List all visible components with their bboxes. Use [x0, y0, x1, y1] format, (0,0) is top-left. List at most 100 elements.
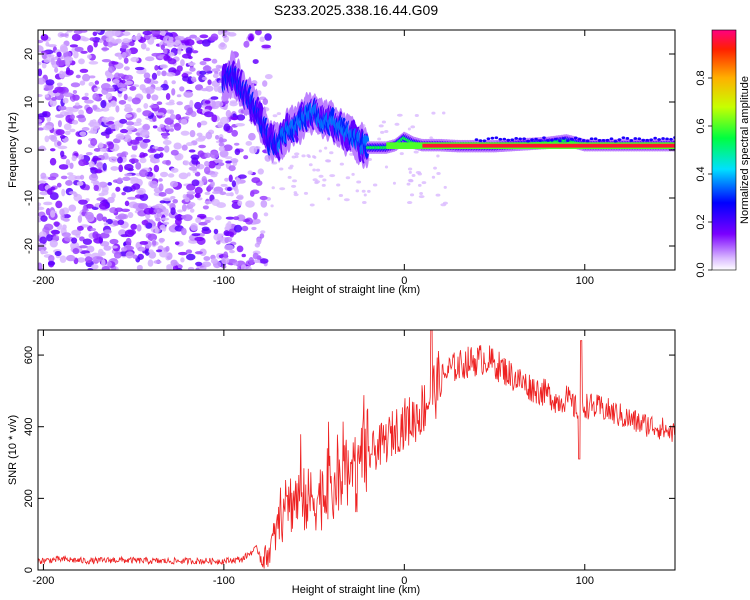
noise-blob — [186, 253, 196, 261]
colorbar-tick-label: 0.8 — [695, 70, 707, 85]
noise-blob — [276, 112, 282, 116]
noise-blob — [61, 232, 72, 238]
noise-blob — [212, 73, 219, 79]
noise-blob — [126, 125, 136, 131]
noise-blob — [120, 208, 131, 212]
noise-blob — [59, 134, 66, 139]
noise-blob — [227, 258, 238, 263]
noise-blob — [90, 228, 97, 232]
noise-blob — [92, 31, 98, 37]
noise-blob — [191, 179, 200, 187]
noise-blob — [367, 189, 371, 193]
noise-blob — [203, 256, 211, 262]
noise-blob — [180, 227, 187, 236]
noise-blob — [256, 237, 262, 245]
noise-blob — [65, 60, 71, 67]
noise-blob — [301, 154, 306, 158]
noise-blob — [248, 257, 254, 265]
noise-blob — [321, 183, 326, 187]
noise-blob — [119, 118, 128, 124]
noise-blob — [188, 201, 196, 208]
noise-blob — [103, 222, 109, 226]
noise-blob — [163, 54, 170, 61]
spectrogram-xtick-label: 0 — [401, 275, 407, 287]
noise-blob — [103, 245, 112, 251]
noise-blob — [443, 185, 447, 189]
noise-blob — [336, 183, 341, 187]
noise-blob — [222, 105, 228, 111]
noise-blob — [194, 186, 203, 195]
ridge-band-edge — [522, 137, 526, 141]
noise-blob — [165, 245, 170, 252]
noise-blob — [339, 162, 344, 166]
noise-blob — [159, 171, 169, 178]
noise-blob — [293, 193, 299, 197]
noise-blob — [203, 166, 211, 175]
noise-blob — [210, 258, 218, 264]
noise-blob — [49, 239, 58, 248]
noise-blob — [99, 148, 107, 152]
noise-blob — [151, 94, 159, 101]
noise-blob — [163, 221, 170, 225]
noise-blob — [312, 155, 316, 159]
noise-blob — [153, 260, 162, 264]
noise-blob — [163, 145, 170, 153]
noise-blob — [46, 54, 55, 58]
noise-blob — [217, 30, 223, 36]
noise-blob — [165, 72, 176, 77]
noise-blob — [69, 162, 74, 169]
noise-blob — [46, 234, 53, 242]
noise-blob — [199, 34, 209, 39]
noise-blob — [70, 82, 81, 88]
snr-xtick-label: -100 — [213, 575, 235, 587]
noise-blob — [127, 196, 137, 200]
noise-blob — [85, 106, 93, 115]
noise-blob — [72, 89, 78, 95]
noise-blob — [399, 152, 404, 156]
noise-blob — [168, 36, 174, 42]
noise-blob — [156, 212, 163, 218]
noise-blob — [174, 241, 180, 246]
noise-blob — [407, 178, 414, 182]
noise-blob — [68, 204, 77, 212]
noise-blob — [110, 166, 119, 171]
noise-blob — [127, 229, 136, 236]
noise-blob — [38, 183, 48, 192]
noise-blob — [252, 252, 259, 260]
noise-blob — [47, 188, 53, 195]
noise-blob — [318, 149, 322, 153]
noise-blob — [201, 261, 212, 268]
noise-blob — [278, 167, 284, 171]
noise-blob — [152, 240, 157, 246]
noise-blob — [118, 87, 128, 92]
noise-blob — [121, 44, 129, 49]
noise-blob — [203, 111, 214, 118]
noise-blob — [150, 30, 161, 36]
noise-blob — [49, 148, 56, 152]
noise-blob — [188, 166, 198, 171]
noise-blob — [79, 245, 88, 249]
noise-blob — [102, 216, 108, 222]
noise-blob — [204, 200, 213, 205]
noise-blob — [98, 235, 103, 244]
noise-blob — [213, 84, 220, 92]
noise-blob — [384, 129, 389, 133]
noise-blob — [139, 157, 147, 164]
noise-blob — [180, 257, 185, 263]
noise-blob — [170, 259, 178, 267]
noise-blob — [136, 264, 143, 270]
noise-blob — [181, 203, 187, 212]
snr-ticks: -200 -100 0 100 0 200 400 600 — [23, 330, 675, 587]
noise-blob — [191, 50, 199, 54]
noise-blob — [55, 114, 65, 119]
noise-blob — [187, 266, 195, 270]
noise-blob — [407, 167, 413, 171]
noise-blob — [158, 183, 164, 192]
noise-blob — [146, 93, 151, 100]
noise-blob — [184, 116, 190, 120]
ridge-band-edge — [581, 139, 586, 142]
noise-blob — [105, 92, 113, 101]
snr-panel: -200 -100 0 100 0 200 400 600 Height of straigh… — [7, 329, 676, 596]
noise-blob — [189, 67, 196, 72]
noise-blob — [155, 249, 163, 253]
